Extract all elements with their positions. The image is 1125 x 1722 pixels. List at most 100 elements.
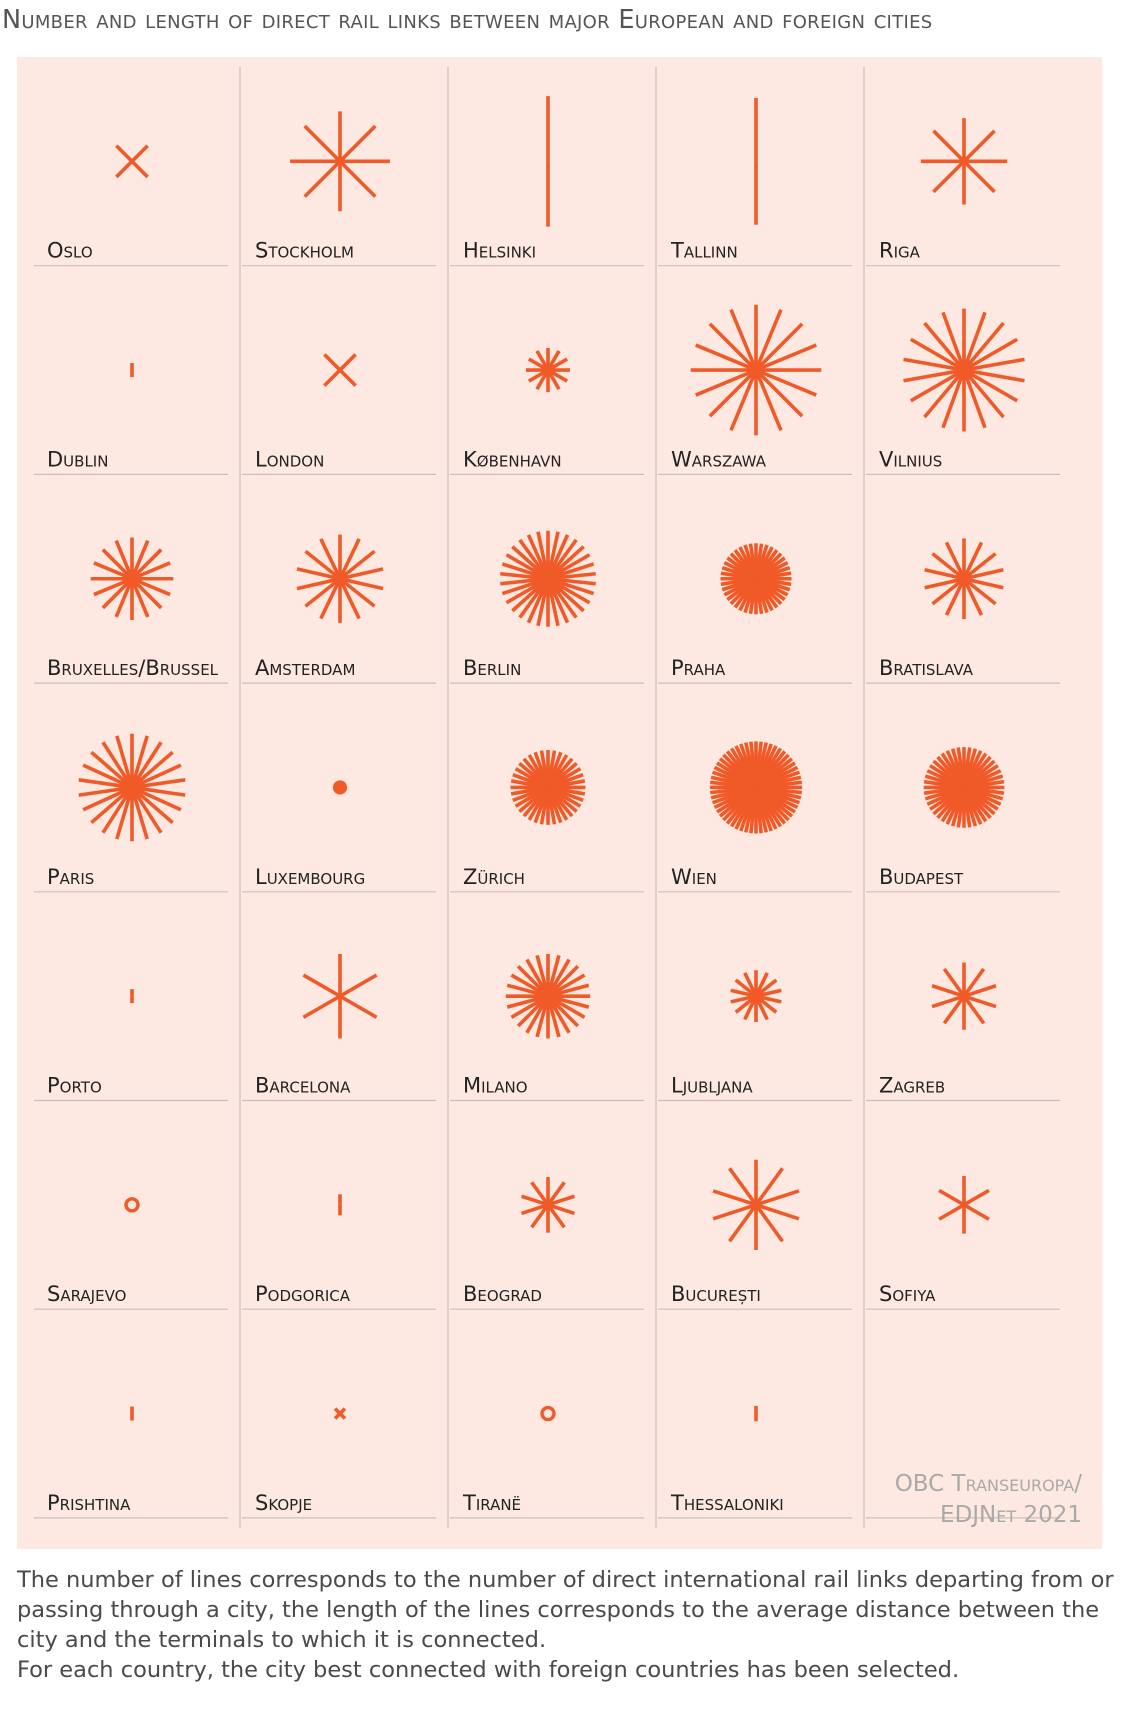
- city-label: Thessaloniki: [670, 1491, 784, 1515]
- link-line: [319, 538, 342, 580]
- link-line: [755, 1203, 800, 1221]
- link-line: [729, 309, 758, 371]
- city-label: Skopje: [255, 1491, 312, 1515]
- city-cell-thessaloniki: Thessaloniki: [670, 1405, 784, 1515]
- link-line: [754, 978, 778, 998]
- city-label: Sofiya: [879, 1282, 936, 1306]
- link-line: [743, 972, 758, 997]
- link-line: [962, 368, 1005, 419]
- link-line: [730, 994, 757, 1004]
- link-line: [546, 995, 571, 1034]
- link-line: [527, 368, 549, 383]
- link-line: [115, 144, 134, 163]
- link-line: [708, 322, 758, 372]
- link-line: [115, 735, 134, 788]
- link-line: [729, 369, 758, 432]
- link-line: [941, 369, 966, 429]
- link-line: [131, 561, 171, 581]
- link-line: [546, 369, 561, 391]
- city-label: Praha: [671, 656, 726, 680]
- city-label: Bruxelles/Brussel: [47, 656, 219, 680]
- link-line: [903, 357, 965, 372]
- link-line: [942, 995, 966, 1025]
- link-line: [932, 160, 966, 194]
- city-label: Stockholm: [255, 239, 354, 263]
- link-line: [931, 552, 966, 581]
- credit-line-2: EDJNet 2021: [940, 1502, 1082, 1528]
- link-line: [962, 552, 997, 581]
- link-line: [535, 954, 550, 997]
- caption-line-2: For each country, the city best connecte…: [17, 1657, 960, 1683]
- link-line: [101, 786, 134, 834]
- city-label: Porto: [47, 1074, 102, 1098]
- link-line: [304, 549, 342, 581]
- city-cell-bucuresti: București: [671, 1159, 800, 1306]
- link-line: [963, 1203, 990, 1221]
- link-line: [743, 995, 758, 1021]
- link-line: [335, 780, 342, 789]
- city-cell-berlin: Berlin: [463, 530, 596, 680]
- link-line: [546, 350, 561, 371]
- link-line: [749, 741, 758, 788]
- link-line: [527, 357, 549, 372]
- city-label: Zagreb: [879, 1074, 945, 1098]
- city-cell-bratislava: Bratislava: [879, 538, 1004, 680]
- city-cell-tallinn: Tallinn: [670, 97, 758, 263]
- link-line: [302, 973, 341, 998]
- link-line: [755, 368, 817, 397]
- link-line: [539, 750, 550, 788]
- link-line: [338, 353, 357, 372]
- star-grid-chart: Oslo Stockholm Helsinki Tallinn Riga Dublin Lo…: [34, 67, 1060, 1528]
- link-line: [114, 539, 134, 580]
- link-line: [963, 357, 1025, 372]
- link-line: [755, 994, 782, 1004]
- link-line: [319, 577, 342, 620]
- city-cell-luxembourg: Luxembourg: [255, 780, 365, 889]
- link-line: [963, 337, 1019, 372]
- link-line: [546, 995, 561, 1038]
- city-cell-bruxelles-brussel: Bruxelles/Brussel: [47, 537, 219, 680]
- link-line: [546, 1181, 566, 1206]
- city-cell-praha: Praha: [671, 543, 792, 680]
- city-cell-tirane: Tiranë: [462, 1405, 556, 1515]
- city-label: Bratislava: [879, 656, 974, 680]
- link-line: [547, 368, 569, 383]
- link-line: [506, 994, 549, 1009]
- link-line: [963, 368, 1019, 403]
- link-line: [338, 124, 377, 163]
- link-line: [962, 311, 987, 371]
- link-line: [962, 129, 996, 163]
- link-line: [82, 785, 133, 812]
- link-line: [755, 343, 817, 372]
- link-line: [963, 984, 997, 998]
- link-line: [754, 994, 778, 1014]
- city-label: Ljubljana: [671, 1074, 753, 1098]
- city-cell-riga: Riga: [879, 118, 1008, 263]
- city-cell-budapest: Budapest: [879, 747, 1005, 889]
- link-line: [730, 988, 757, 998]
- link-line: [130, 577, 163, 610]
- city-cell-sofiya: Sofiya: [879, 1176, 990, 1306]
- link-line: [525, 958, 550, 998]
- link-line: [338, 368, 357, 387]
- link-line: [535, 369, 550, 391]
- city-label: Beograd: [463, 1282, 542, 1306]
- link-line: [942, 967, 966, 998]
- credit-text: OBC Transeuropa/ EDJNet 2021: [852, 1469, 1082, 1531]
- link-line: [506, 983, 549, 998]
- link-line: [131, 577, 171, 597]
- no-link-marker: [540, 1405, 556, 1422]
- link-line: [754, 368, 804, 418]
- link-line: [130, 741, 163, 789]
- link-line: [520, 1203, 549, 1216]
- link-line: [302, 994, 341, 1019]
- city-label: Dublin: [47, 447, 108, 471]
- link-line: [962, 321, 1005, 372]
- link-line: [535, 350, 550, 371]
- link-line: [962, 541, 984, 580]
- link-line: [535, 995, 550, 1038]
- city-label: Tiranë: [462, 1491, 521, 1515]
- link-line: [323, 353, 342, 372]
- link-line: [130, 786, 174, 825]
- link-line: [130, 548, 163, 581]
